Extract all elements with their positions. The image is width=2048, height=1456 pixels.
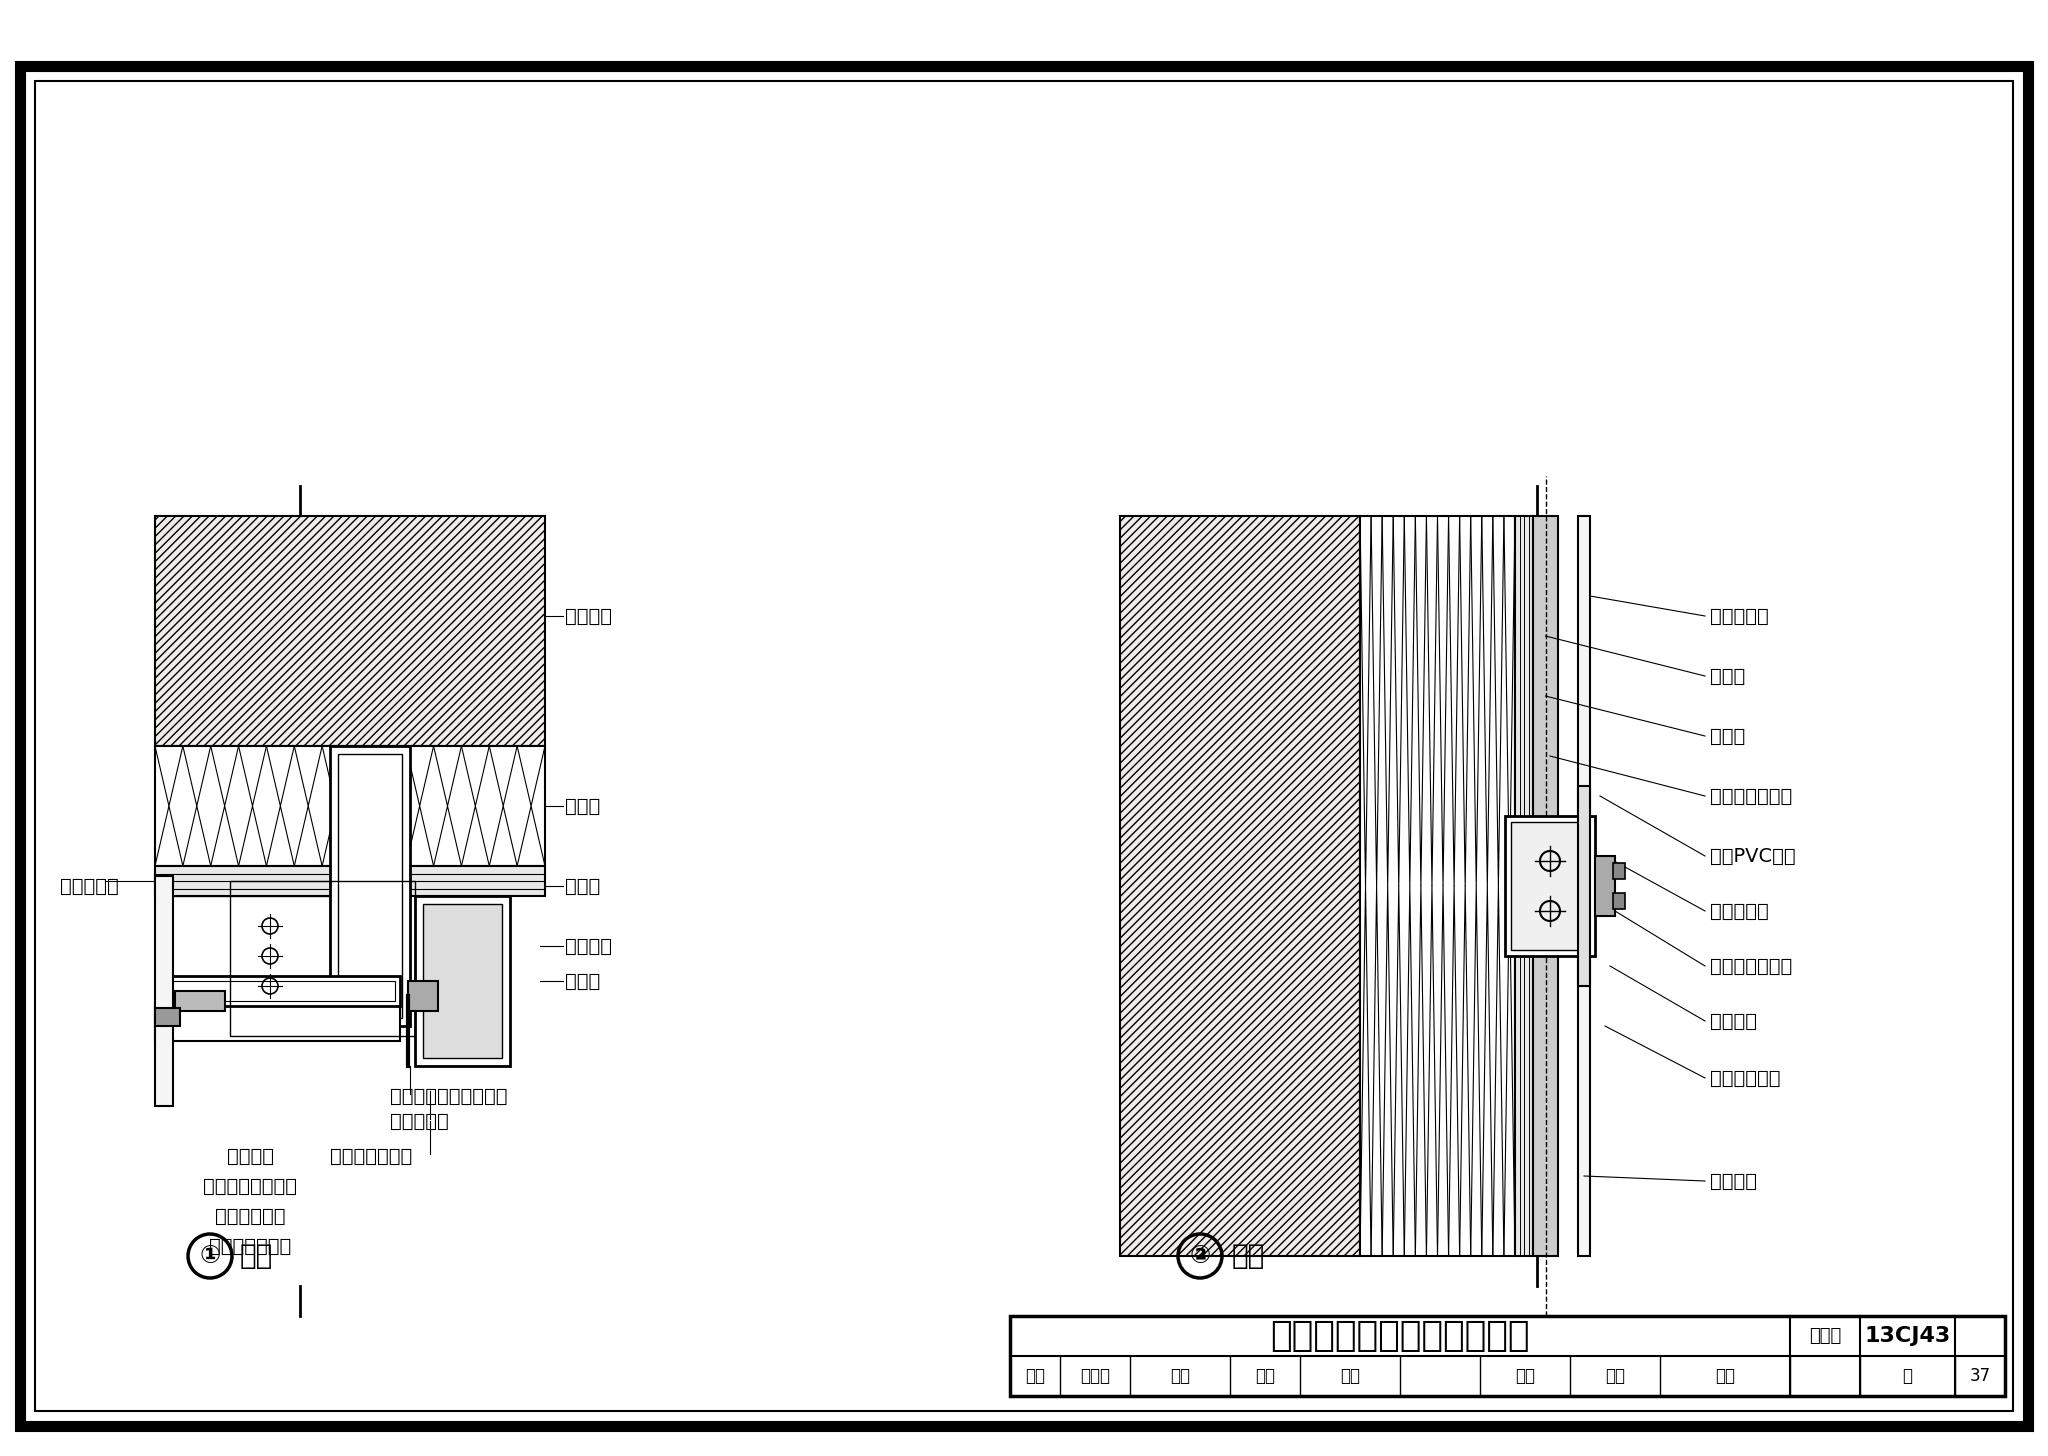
Text: 铝合金装饰扣盖: 铝合金装饰扣盖 [1710,957,1792,976]
Text: 陶瓷板专用硅酮密封胶: 陶瓷板专用硅酮密封胶 [389,1086,508,1105]
Bar [156,877,172,1107]
Text: 校对: 校对 [1169,1367,1190,1385]
Text: 13CJ43: 13CJ43 [1864,1326,1950,1345]
Bar [1595,856,1616,916]
Bar [1505,815,1595,957]
Text: 硬质PVC垫块: 硬质PVC垫块 [1710,846,1796,865]
Bar [229,881,416,1037]
Bar [160,981,395,1002]
Bar [174,992,225,1010]
Text: 施远: 施远 [1255,1367,1276,1385]
Text: 非采光部位横剖、竖剖节点: 非采光部位横剖、竖剖节点 [1270,1319,1530,1353]
Text: 图集号: 图集号 [1808,1326,1841,1345]
Text: 张树君: 张树君 [1079,1367,1110,1385]
Bar [1579,515,1589,1257]
Text: 审核: 审核 [1024,1367,1044,1385]
Text: 页: 页 [1903,1367,1913,1385]
Bar [1534,515,1559,1257]
Bar [424,904,502,1059]
Text: 铝合金压板: 铝合金压板 [389,1111,449,1130]
Bar [1579,786,1589,986]
Text: ①: ① [199,1243,221,1268]
Text: 横梁角码: 横梁角码 [565,936,612,955]
Text: 隔热垫块: 隔热垫块 [1710,1012,1757,1031]
Text: 杨森: 杨森 [1606,1367,1624,1385]
Bar [156,515,545,745]
Text: 钢立柱: 钢立柱 [565,877,600,895]
Bar [1010,1316,2005,1396]
Text: 钢横梁: 钢横梁 [565,971,600,990]
Text: ②: ② [1190,1243,1210,1268]
Bar [156,1006,399,1041]
Text: 竖剖: 竖剖 [1233,1242,1266,1270]
Text: 防水透汽层: 防水透汽层 [59,877,119,895]
Bar [156,515,545,745]
Bar [1614,863,1624,879]
Bar [1511,823,1589,949]
Text: 防水透汽层: 防水透汽层 [1710,607,1769,626]
Text: 设计: 设计 [1516,1367,1536,1385]
Text: 主体结构: 主体结构 [565,607,612,626]
Bar [338,754,401,1018]
Bar [416,895,510,1066]
Text: 铝合金压板: 铝合金压板 [1710,901,1769,920]
Bar [1516,515,1534,1257]
Bar [156,866,545,895]
Text: 钢横梁: 钢横梁 [1710,727,1745,745]
Text: 铝合金明框型材: 铝合金明框型材 [330,1146,412,1165]
Text: 37: 37 [1970,1367,1991,1385]
Text: 概况: 概况 [1339,1367,1360,1385]
Bar [156,895,330,1026]
Bar [408,981,438,1010]
Bar [156,745,545,866]
Text: 不锈钢螺栓（套）: 不锈钢螺栓（套） [203,1176,297,1195]
Bar [1614,893,1624,909]
Text: 铝合金明框型材: 铝合金明框型材 [1710,786,1792,805]
Text: 三元乙丙胶条: 三元乙丙胶条 [1710,1069,1780,1088]
Text: 陶瓷薄板: 陶瓷薄板 [227,1146,274,1165]
Text: 钢立柱: 钢立柱 [1710,667,1745,686]
Bar [1120,515,1360,1257]
Bar [156,1008,180,1026]
Text: 横剖: 横剖 [240,1242,272,1270]
Bar [330,745,410,1026]
Bar [156,976,399,1006]
Text: 陶瓷薄板: 陶瓷薄板 [1710,1172,1757,1191]
Text: 铝合金装饰扣盖: 铝合金装饰扣盖 [209,1236,291,1255]
Bar [1360,515,1516,1257]
Bar [1120,515,1360,1257]
Text: 杨森: 杨森 [1714,1367,1735,1385]
Text: 铝合金支撑件: 铝合金支撑件 [215,1207,285,1226]
Text: 保温层: 保温层 [565,796,600,815]
